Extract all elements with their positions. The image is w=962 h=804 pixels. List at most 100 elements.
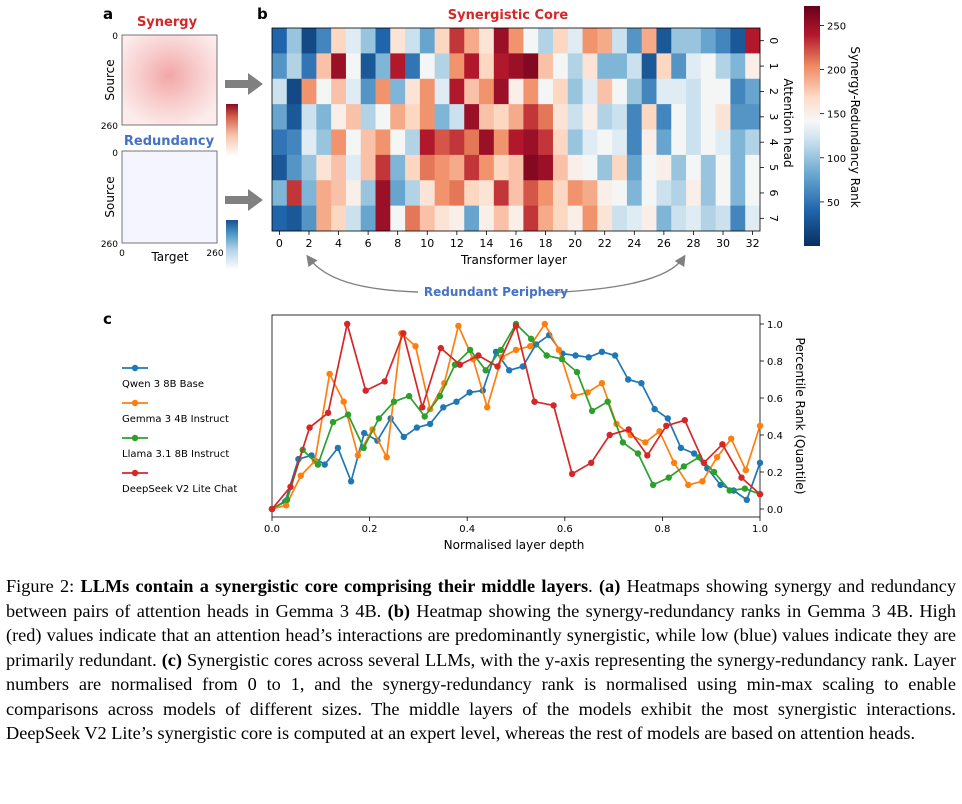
heatmap-cell xyxy=(272,154,288,181)
data-point-gemma-3-4b-instruct xyxy=(326,370,333,378)
heatmap-ytick-label: 2 xyxy=(767,88,780,95)
data-point-qwen-3-8b-base xyxy=(756,459,764,466)
heatmap-cell xyxy=(464,154,480,181)
heatmap-cell xyxy=(686,28,702,54)
data-point-qwen-3-8b-base xyxy=(743,496,750,503)
data-point-deepseek-v2-lite-chat xyxy=(700,459,708,466)
data-point-qwen-3-8b-base xyxy=(625,376,632,383)
heatmap-cell xyxy=(434,53,450,80)
heatmap-ytick-label: 6 xyxy=(767,189,780,196)
data-point-llama-3-1-8b-instruct xyxy=(543,352,550,359)
heatmap-cell xyxy=(700,180,717,207)
heatmap-cell xyxy=(405,78,421,105)
heatmap-cell xyxy=(641,28,657,54)
data-point-qwen-3-8b-base xyxy=(664,415,671,422)
data-point-qwen-3-8b-base xyxy=(440,404,447,411)
heatmap-cell xyxy=(626,78,643,105)
heatmap-cell xyxy=(405,53,421,80)
heatmap-y-axis: 0 1 2 3 4 5 6 7 xyxy=(760,37,780,222)
redundancy-xtick-0: 0 xyxy=(119,249,125,259)
heatmap-cell xyxy=(641,180,657,207)
data-point-llama-3-1-8b-instruct xyxy=(405,392,413,400)
heatmap-cell xyxy=(360,78,376,105)
data-point-llama-3-1-8b-instruct xyxy=(527,335,535,342)
heatmap-cell xyxy=(464,104,480,130)
heatmap-cell xyxy=(419,205,436,232)
data-point-qwen-3-8b-base xyxy=(598,348,606,355)
colorbar-tick-label: 100 xyxy=(827,154,846,165)
data-point-gemma-3-4b-instruct xyxy=(354,452,362,459)
heatmap-cell xyxy=(612,104,628,130)
data-point-qwen-3-8b-base xyxy=(413,424,421,431)
heatmap-xtick-label: 12 xyxy=(450,237,464,250)
heatmap-cell xyxy=(626,129,643,156)
data-point-llama-3-1-8b-instruct xyxy=(558,355,566,363)
data-point-llama-3-1-8b-instruct xyxy=(421,413,428,420)
heatmap-cell xyxy=(316,78,332,105)
data-point-deepseek-v2-lite-chat xyxy=(719,441,726,448)
heatmap-cell xyxy=(597,104,613,130)
line-ytick-label: 0.0 xyxy=(767,505,783,516)
caption-bold-title: LLMs contain a synergistic core comprisi… xyxy=(80,576,589,596)
rank-colorbar-ticks: 50 100 150 200 250 xyxy=(820,21,846,209)
colorbar-tick-label: 200 xyxy=(827,66,846,77)
heatmap-cell xyxy=(508,53,524,80)
synergy-ytick-260: 260 xyxy=(101,122,118,132)
heatmap-cell xyxy=(331,129,347,156)
figure: a Synergy 0 260 Source Redundancy 0 260 … xyxy=(101,5,862,552)
heatmap-cell xyxy=(612,205,628,232)
heatmap-cell xyxy=(656,78,672,105)
heatmap-cell xyxy=(671,154,687,181)
data-point-gemma-3-4b-instruct xyxy=(670,459,678,466)
heatmap-cell xyxy=(272,53,288,80)
heatmap-cell xyxy=(375,28,391,54)
data-point-qwen-3-8b-base xyxy=(611,352,619,359)
heatmap-cell xyxy=(405,180,421,207)
heatmap-cell xyxy=(656,205,672,232)
heatmap-cell xyxy=(626,53,643,80)
heatmap-ytick-label: 3 xyxy=(767,113,780,120)
line-xtick-label: 0.2 xyxy=(362,524,378,535)
heatmap-cell xyxy=(612,53,628,80)
heatmap-cell xyxy=(671,129,687,156)
data-point-gemma-3-4b-instruct xyxy=(541,320,548,328)
heatmap-cell xyxy=(464,129,480,156)
heatmap-cell xyxy=(375,129,391,156)
data-point-qwen-3-8b-base xyxy=(321,461,328,468)
heatmap-cell xyxy=(390,78,406,105)
heatmap-xtick-label: 2 xyxy=(305,237,312,250)
data-point-llama-3-1-8b-instruct xyxy=(619,439,627,446)
heatmap-cell xyxy=(567,53,583,80)
data-point-gemma-3-4b-instruct xyxy=(340,398,347,405)
heatmap-cell xyxy=(449,78,465,105)
heatmap-cell xyxy=(567,129,583,156)
heatmap-cell xyxy=(523,154,539,181)
heatmap-cell xyxy=(552,28,569,54)
heatmap-cell xyxy=(493,78,510,105)
heatmap-cell xyxy=(523,205,539,232)
heatmap-cell xyxy=(360,180,376,207)
heatmap-cell xyxy=(626,154,643,181)
synergy-matrix xyxy=(121,34,218,126)
heatmap-cell xyxy=(390,129,406,156)
heatmap-cell xyxy=(597,180,613,207)
heatmap-cell xyxy=(345,104,362,130)
redundancy-ytick-260: 260 xyxy=(101,240,118,250)
heatmap-cell xyxy=(375,78,391,105)
heatmap-cell xyxy=(612,129,628,156)
heatmap-cell xyxy=(419,129,436,156)
heatmap-cell xyxy=(523,28,539,54)
heatmap-cell xyxy=(538,154,554,181)
heatmap-cell xyxy=(345,180,362,207)
colorbar-tick-label: 250 xyxy=(827,21,846,32)
heatmap-cell xyxy=(508,154,524,181)
heatmap-cell xyxy=(523,104,539,130)
heatmap-xtick-label: 18 xyxy=(539,237,553,250)
heatmap-cell xyxy=(331,28,347,54)
heatmap-cell xyxy=(464,205,480,232)
heatmap-xtick-label: 28 xyxy=(686,237,700,250)
heatmap-cell xyxy=(700,205,717,232)
heatmap-cell xyxy=(345,78,362,105)
data-point-qwen-3-8b-base xyxy=(426,420,434,428)
heatmap-cell xyxy=(745,154,761,181)
